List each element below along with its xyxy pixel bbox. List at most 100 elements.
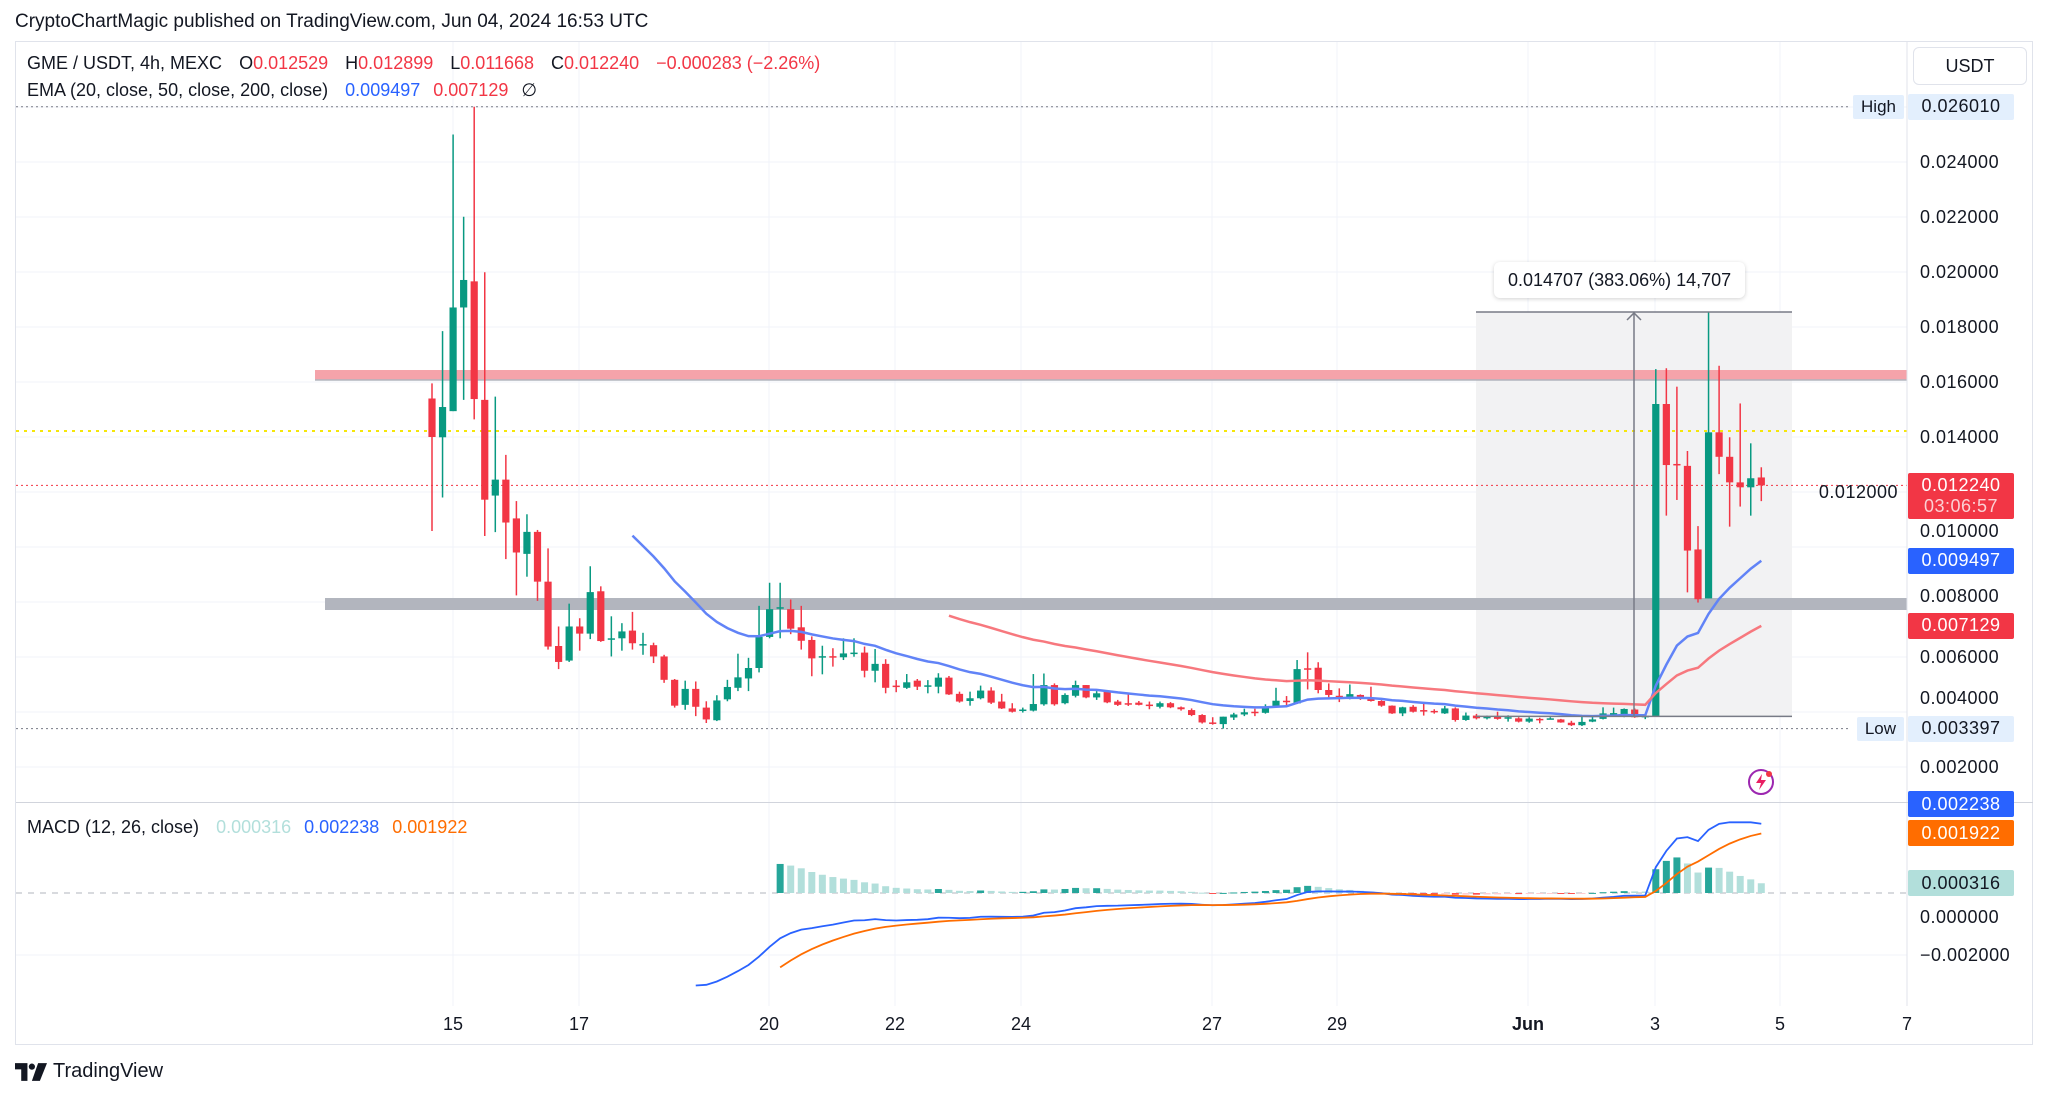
candle-body (1166, 703, 1175, 708)
candle-body (544, 581, 552, 647)
macd-histogram-bar (1177, 891, 1185, 893)
macd-histogram-bar (839, 878, 847, 893)
macd-histogram-bar (1483, 893, 1491, 895)
macd-histogram-bar (1726, 871, 1734, 893)
candle-body (1588, 719, 1597, 722)
time-tick: 27 (1201, 1014, 1223, 1034)
candle-body (555, 646, 563, 662)
candle-body (1483, 716, 1491, 719)
candle-body (1029, 704, 1037, 711)
candle-body (1093, 693, 1101, 698)
candle-body (1114, 701, 1122, 705)
published-caption: CryptoChartMagic published on TradingVie… (15, 11, 649, 32)
macd-histogram-bar (1451, 893, 1459, 895)
tradingview-logo[interactable]: TradingView (15, 1060, 163, 1083)
time-tick: 15 (442, 1014, 464, 1034)
symbol-title[interactable]: GME / USDT, 4h, MEXC (27, 53, 223, 73)
candle-body (1367, 698, 1375, 701)
macd-histogram-bar (977, 890, 985, 893)
candle-body (1377, 701, 1386, 706)
candle-body (1430, 710, 1438, 713)
low-label: L (450, 53, 461, 73)
macd-histogram-bar (1082, 888, 1090, 893)
measure-tooltip[interactable]: 0.014707 (383.06%) 14,707 (1494, 262, 1746, 298)
candle-body (1293, 669, 1301, 704)
candle-body (1061, 694, 1069, 704)
candle-body (481, 399, 489, 500)
candle-body (1757, 477, 1765, 486)
low-value: 0.011668 (460, 53, 535, 73)
candle-body (1282, 700, 1291, 703)
candle-body (987, 690, 995, 703)
open-value: 0.012529 (253, 53, 329, 73)
macd-histogram-bar (1705, 867, 1713, 893)
macd-histogram-bar (1420, 893, 1428, 895)
candle-body (787, 609, 795, 629)
candle-body (1694, 549, 1702, 600)
last-price-label: 0.012240 03:06:57 (1908, 473, 2014, 520)
tradingview-wordmark: TradingView (53, 1060, 164, 1082)
macd-histogram-bar (1114, 889, 1122, 893)
candle-body (1620, 708, 1628, 715)
candle-body (713, 700, 721, 721)
candle-body (1493, 716, 1502, 719)
candle-body (660, 656, 668, 680)
high-price-label: 0.026010 (1908, 93, 2014, 120)
candle-body (692, 688, 700, 707)
ema-title[interactable]: EMA (20, close, 50, close, 200, close) (27, 80, 329, 100)
candle-body (681, 688, 689, 705)
macd-histogram-bar (1494, 893, 1502, 895)
candle-body (1251, 711, 1259, 714)
last-price-value: 0.012240 (1921, 475, 2001, 496)
candle-body (460, 279, 468, 308)
candle-body (1683, 465, 1692, 551)
price-tick: 0.010000 (1920, 521, 2000, 541)
macd-histogram-bar (1525, 893, 1533, 894)
close-value: 0.012240 (564, 53, 640, 73)
macd-histogram-bar (1251, 891, 1259, 893)
candle-body (1420, 710, 1428, 712)
macd-histogram-bar (787, 865, 795, 893)
candle-body (744, 668, 753, 679)
candle-body (977, 690, 985, 699)
drawings-layer[interactable] (16, 106, 1907, 730)
macd-histogram-bar (776, 863, 784, 893)
candle-body (955, 693, 964, 702)
candle-body (1198, 715, 1206, 723)
macd-histogram-bar (1567, 893, 1575, 894)
macd-histogram-bar (1504, 893, 1512, 895)
candle-body (1747, 478, 1755, 488)
candle-body (1736, 482, 1744, 488)
candle-body (1399, 707, 1407, 714)
macd-histogram-bar (1040, 889, 1048, 893)
macd-histogram-bar (987, 890, 995, 893)
macd-title[interactable]: MACD (12, 26, close) (27, 817, 200, 837)
macd-histogram-bar (1578, 893, 1586, 894)
candle-body (1335, 695, 1343, 698)
macd-histogram-bar (1304, 885, 1312, 893)
macd-histogram-bar (966, 891, 974, 893)
macd-histogram-bar (1230, 892, 1238, 894)
candle-body (903, 682, 911, 688)
macd-histogram-bar (1261, 890, 1269, 893)
candle-body (1156, 703, 1164, 707)
macd-histogram-bar (1093, 888, 1101, 893)
macd-histogram-bar (1219, 892, 1227, 894)
macd-histogram-bar (1757, 883, 1765, 893)
candle-body (1673, 463, 1681, 466)
macd-histogram-bar (1715, 867, 1723, 893)
measure-layer[interactable] (1476, 311, 1792, 718)
candle-body (1145, 704, 1153, 707)
currency-button[interactable]: USDT (1913, 47, 2027, 85)
macd-histogram-bar (1072, 887, 1080, 893)
macd-hist-label: 0.000316 (1908, 870, 2014, 897)
price-tick: 0.006000 (1920, 647, 2000, 667)
macd-layer (16, 821, 1907, 987)
macd-histogram-bar (882, 886, 890, 893)
lightning-icon[interactable] (1746, 767, 1776, 797)
candle-body (607, 638, 615, 640)
candle-body (1124, 703, 1132, 705)
macd-histogram-bar (1124, 889, 1132, 893)
ema200-value: ∅ (521, 80, 538, 100)
